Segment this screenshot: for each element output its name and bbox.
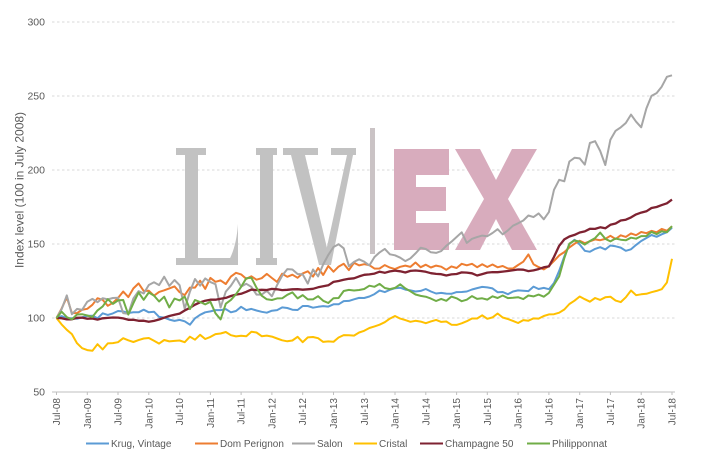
svg-text:Jan-10: Jan-10 [144,398,155,429]
svg-text:Jul-10: Jul-10 [175,398,186,426]
svg-text:Index level (100 in July 2008): Index level (100 in July 2008) [13,112,27,268]
svg-text:Jul-16: Jul-16 [544,398,555,426]
svg-text:Jul-12: Jul-12 [298,398,309,426]
svg-text:50: 50 [33,387,45,399]
svg-text:Philipponnat: Philipponnat [552,439,607,450]
svg-text:Jul-17: Jul-17 [606,398,617,426]
svg-text:Jul-11: Jul-11 [237,398,248,425]
svg-text:Jan-18: Jan-18 [637,398,648,429]
svg-text:Jan-12: Jan-12 [267,398,278,429]
svg-text:300: 300 [27,17,45,29]
svg-text:Jan-17: Jan-17 [575,398,586,429]
svg-text:Jan-14: Jan-14 [391,398,402,429]
svg-text:200: 200 [27,165,45,177]
svg-text:Jul-15: Jul-15 [483,398,494,426]
svg-text:250: 250 [27,91,45,103]
svg-text:Jul-13: Jul-13 [360,398,371,426]
svg-text:Jul-14: Jul-14 [421,398,432,426]
svg-text:Krug, Vintage: Krug, Vintage [111,439,172,450]
svg-text:Jan-15: Jan-15 [452,398,463,429]
svg-text:Jan-11: Jan-11 [206,398,217,428]
svg-text:Jul-08: Jul-08 [52,398,63,426]
svg-text:Jan-09: Jan-09 [83,398,94,429]
svg-text:Cristal: Cristal [379,439,407,450]
svg-text:100: 100 [27,313,45,325]
svg-text:Jul-09: Jul-09 [114,398,125,426]
svg-text:150: 150 [27,239,45,251]
svg-text:Jan-13: Jan-13 [329,398,340,429]
svg-text:Dom Perignon: Dom Perignon [220,439,284,450]
svg-text:Champagne 50: Champagne 50 [445,439,514,450]
svg-text:Jul-18: Jul-18 [668,398,679,426]
svg-text:Salon: Salon [317,439,343,450]
svg-text:Jan-16: Jan-16 [514,398,525,429]
